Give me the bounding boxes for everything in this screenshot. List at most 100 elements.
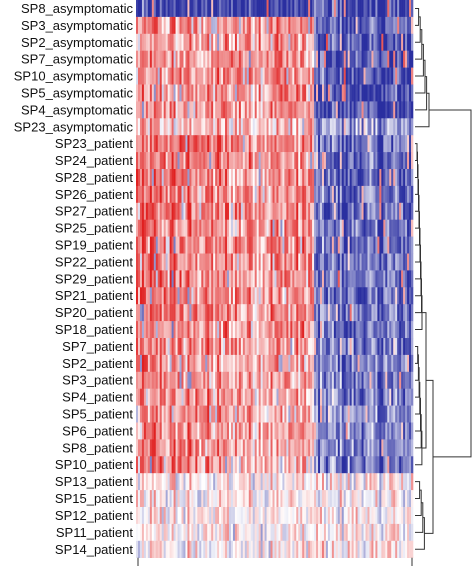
heatmap-cell <box>278 152 281 170</box>
heatmap-cell <box>381 202 384 220</box>
heatmap-cell <box>183 338 186 356</box>
heatmap-cell <box>260 16 263 35</box>
heatmap-cell <box>341 236 345 254</box>
heatmap-cell <box>223 270 226 288</box>
heatmap-cell <box>318 405 321 423</box>
heatmap-cell <box>262 16 265 35</box>
heatmap-cell <box>325 354 329 373</box>
heatmap-cell <box>304 371 307 389</box>
heatmap-cell <box>248 439 252 457</box>
heatmap-cell <box>195 523 198 542</box>
heatmap-cell <box>189 371 192 389</box>
heatmap-cell <box>149 304 153 322</box>
heatmap-cell <box>391 540 394 558</box>
heatmap-cell <box>167 405 170 423</box>
heatmap-cell <box>256 33 259 51</box>
heatmap-cell <box>242 135 246 153</box>
heatmap-cell <box>407 490 410 508</box>
heatmap-cell <box>318 84 321 102</box>
heatmap-cell <box>397 338 400 356</box>
heatmap-cell <box>339 321 343 339</box>
heatmap-cell <box>205 270 208 288</box>
heatmap-cell <box>151 67 155 85</box>
heatmap-cell <box>353 507 356 525</box>
heatmap-cell <box>209 185 212 204</box>
heatmap-cell <box>240 473 244 491</box>
heatmap-cell <box>139 287 143 305</box>
heatmap-cell <box>238 473 242 491</box>
heatmap-cell <box>320 118 323 136</box>
heatmap-cell <box>161 371 164 389</box>
heatmap-cell <box>327 422 331 440</box>
heatmap-cell <box>300 405 303 423</box>
heatmap-cell <box>318 219 321 237</box>
heatmap-cell <box>369 236 372 254</box>
heatmap-cell <box>345 67 349 85</box>
heatmap-cell <box>137 304 141 322</box>
heatmap-cell <box>323 490 327 508</box>
heatmap-cell <box>365 422 368 440</box>
heatmap-cell <box>286 185 289 204</box>
heatmap-cell <box>286 388 289 406</box>
heatmap-cell <box>209 354 212 373</box>
heatmap-cell <box>250 523 254 542</box>
heatmap-cell <box>209 405 212 423</box>
heatmap-cell <box>359 50 362 68</box>
heatmap-cell <box>258 371 261 389</box>
heatmap-cell <box>225 388 228 406</box>
heatmap-cell <box>183 101 186 119</box>
heatmap-cell <box>232 354 236 373</box>
heatmap-cell <box>321 354 325 373</box>
heatmap-cell <box>270 287 273 305</box>
heatmap-cell <box>353 135 356 153</box>
heatmap-cell <box>266 321 269 339</box>
heatmap-cell <box>318 152 321 170</box>
heatmap-cell <box>179 219 182 237</box>
heatmap-cell <box>316 101 319 119</box>
heatmap-cell <box>262 253 265 271</box>
heatmap-cell <box>371 50 374 68</box>
heatmap-cell <box>377 439 380 457</box>
heatmap-cell <box>193 287 196 305</box>
heatmap-cell <box>266 67 269 85</box>
heatmap-cell <box>256 67 259 85</box>
heatmap-cell <box>149 507 153 525</box>
heatmap-cell <box>227 202 230 220</box>
heatmap-cell <box>211 338 214 356</box>
heatmap-cell <box>373 101 376 119</box>
heatmap-cell <box>353 523 356 542</box>
row-label: SP23_patient <box>55 136 133 151</box>
heatmap-cell <box>137 219 141 237</box>
heatmap-cell <box>266 388 269 406</box>
heatmap-cell <box>145 321 149 339</box>
heatmap-cell <box>193 439 196 457</box>
heatmap-cell <box>149 0 153 18</box>
heatmap-cell <box>195 219 198 237</box>
heatmap-cell <box>391 456 394 474</box>
heatmap-cell <box>187 490 190 508</box>
heatmap-cell <box>225 236 228 254</box>
heatmap-cell <box>296 16 299 35</box>
heatmap-cell <box>195 101 198 119</box>
heatmap-cell <box>264 118 267 136</box>
heatmap-cell <box>199 388 202 406</box>
heatmap-cell <box>215 456 218 474</box>
heatmap-cell <box>181 523 184 542</box>
heatmap-cell <box>318 439 321 457</box>
heatmap-cell <box>300 185 303 204</box>
heatmap-cell <box>280 422 283 440</box>
heatmap-cell <box>373 67 376 85</box>
heatmap-cell <box>345 253 349 271</box>
heatmap-cell <box>242 523 246 542</box>
heatmap-cell <box>371 16 374 35</box>
heatmap-cell <box>320 169 323 187</box>
heatmap-cell <box>308 507 311 525</box>
heatmap-cell <box>316 236 319 254</box>
heatmap-cell <box>282 118 285 136</box>
heatmap-cell <box>225 50 228 68</box>
heatmap-cell <box>375 135 378 153</box>
heatmap-cell <box>217 185 220 204</box>
heatmap-cell <box>286 540 289 558</box>
heatmap-cell <box>335 0 339 18</box>
heatmap-cell <box>147 67 151 85</box>
